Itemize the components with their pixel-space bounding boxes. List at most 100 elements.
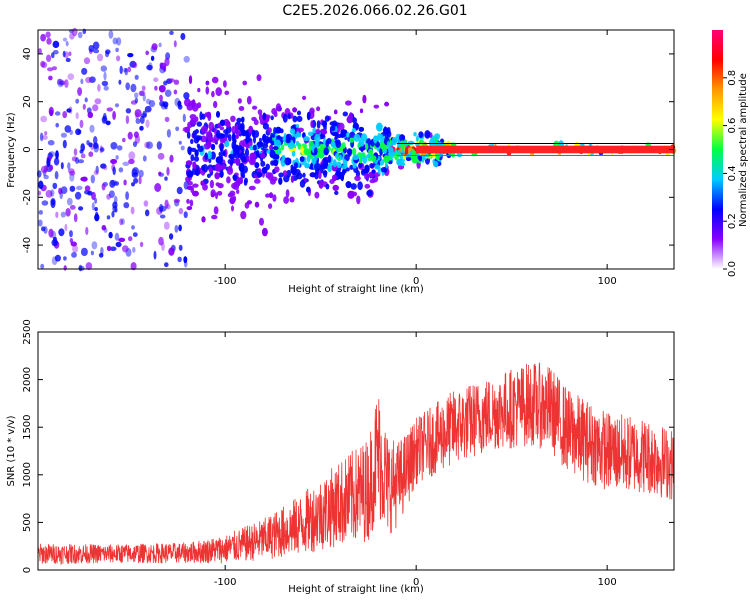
heatmap-cell — [177, 256, 182, 263]
heatmap-cell — [189, 118, 197, 126]
heatmap-cell — [222, 150, 226, 157]
heatmap-cell — [394, 152, 399, 161]
heatmap-cell — [215, 87, 222, 97]
heatmap-cell — [163, 221, 170, 230]
heatmap-cell — [118, 79, 122, 85]
heatmap-cell — [252, 105, 258, 110]
heatmap-cell — [164, 116, 170, 123]
heatmap-cell — [37, 219, 43, 227]
heatmap-cell — [146, 141, 154, 149]
heatmap-cell — [44, 164, 49, 173]
heatmap-cell — [232, 174, 238, 180]
heatmap-cell — [69, 230, 73, 238]
heatmap-cell — [189, 199, 194, 207]
heatmap-cell — [77, 159, 84, 164]
heatmap-cell — [384, 101, 389, 107]
heatmap-cell — [330, 141, 336, 148]
heatmap-cell — [125, 115, 130, 124]
heatmap-cell — [40, 263, 45, 269]
heatmap-cell — [352, 162, 357, 169]
heatmap-cell — [191, 99, 196, 107]
heatmap-cell — [37, 190, 42, 196]
heatmap-cell — [371, 169, 376, 174]
heatmap-cell — [67, 73, 75, 81]
heatmap-cell — [278, 177, 283, 185]
heatmap-cell — [101, 115, 108, 124]
heatmap-cell — [351, 128, 356, 133]
heatmap-cell — [211, 90, 215, 98]
heatmap-cell — [162, 101, 169, 108]
heatmap-cell — [260, 160, 266, 167]
heatmap-cell — [347, 190, 355, 199]
heatmap-cell — [60, 186, 68, 195]
heatmap-cell — [132, 141, 138, 148]
heatmap-cell — [109, 246, 117, 252]
colorbar-tick-label: 0.2 — [727, 213, 738, 229]
heatmap-cell — [364, 183, 371, 189]
heatmap-cell — [348, 112, 353, 122]
heatmap-cell — [225, 120, 231, 128]
heatmap-cell — [192, 161, 197, 170]
heatmap-cell — [302, 172, 306, 178]
heatmap-cell — [260, 153, 266, 159]
heatmap-cell — [75, 98, 80, 104]
heatmap-cell — [332, 174, 337, 182]
heatmap-cell — [55, 211, 59, 218]
heatmap-cell — [292, 115, 298, 123]
heatmap-cell — [158, 171, 162, 176]
heatmap-cell — [71, 27, 78, 37]
heatmap-cell — [194, 149, 199, 157]
heatmap-cell — [60, 211, 66, 218]
heatmap-cell — [94, 207, 98, 212]
heatmap-cell — [266, 149, 271, 154]
heatmap-cell — [345, 167, 350, 172]
heatmap-cell — [85, 226, 89, 236]
heatmap-cell — [303, 136, 310, 142]
heatmap-cell — [169, 154, 174, 163]
heatmap-cell — [206, 111, 212, 119]
heatmap-cell — [327, 154, 332, 164]
heatmap-cell — [314, 162, 321, 172]
heatmap-cell — [67, 168, 75, 174]
heatmap-cell — [215, 156, 223, 164]
heatmap-cell — [113, 195, 118, 205]
heatmap-cell — [244, 148, 250, 157]
heatmap-cell — [238, 106, 245, 111]
heatmap-cell — [52, 40, 60, 49]
heatmap-cell — [60, 132, 67, 138]
heatmap-cell — [94, 213, 100, 222]
heatmap-cell — [356, 195, 361, 205]
heatmap-cell — [349, 137, 355, 143]
heatmap-cell — [101, 80, 109, 87]
heatmap-cell — [163, 80, 168, 86]
heatmap-cell — [69, 185, 76, 192]
heatmap-cell — [54, 171, 59, 180]
heatmap-cell — [60, 162, 64, 170]
y-tick-label: 2000 — [22, 367, 33, 392]
heatmap-cell — [235, 181, 241, 187]
heatmap-cell — [230, 115, 236, 123]
heatmap-cell — [226, 166, 234, 175]
heatmap-cell — [77, 159, 84, 164]
heatmap-cell — [122, 161, 130, 166]
heatmap-cell — [269, 178, 276, 185]
heatmap-cell — [197, 135, 203, 141]
heatmap-cell — [417, 155, 422, 161]
heatmap-cell — [80, 247, 88, 257]
heatmap-cell — [267, 127, 272, 134]
heatmap-cell — [325, 183, 330, 190]
heatmap-cell — [358, 162, 363, 169]
heatmap-cell — [381, 144, 388, 150]
heatmap-cell — [109, 179, 116, 188]
heatmap-cell — [130, 83, 137, 93]
heatmap-cell — [96, 53, 104, 62]
heatmap-cell — [183, 92, 190, 100]
heatmap-cell — [187, 181, 193, 186]
heatmap-cell — [272, 146, 279, 151]
heatmap-cell — [132, 141, 138, 148]
heatmap-cell — [296, 115, 303, 122]
heatmap-cell — [290, 166, 297, 174]
heatmap-cell — [239, 176, 243, 184]
heatmap-cell — [182, 127, 190, 132]
heatmap-cell — [142, 110, 147, 118]
